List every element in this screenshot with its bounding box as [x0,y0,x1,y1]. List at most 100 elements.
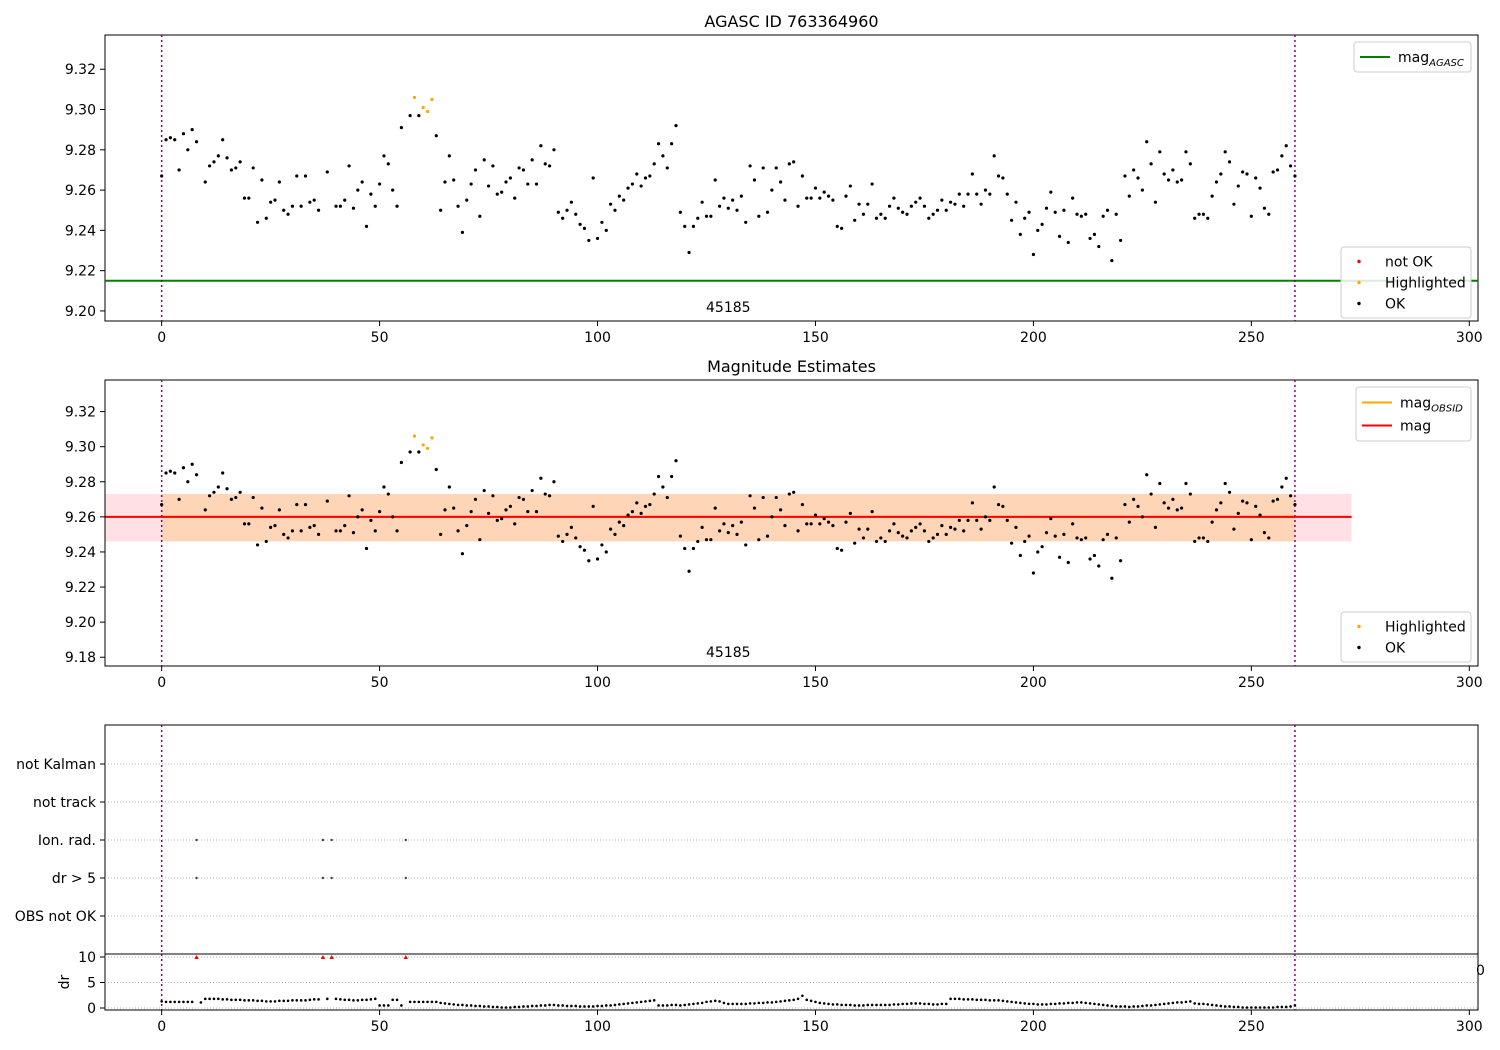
data-point-ok [617,194,621,198]
data-point-ok [469,509,473,514]
dr-point [805,998,809,1002]
data-point-ok [1079,538,1083,542]
panel-dr: 0 5 10 dr 0 50 100 150 200 250 300 0 [57,950,1485,1035]
data-point-ok [1136,176,1140,180]
dr-point [1084,1001,1088,1005]
data-point-ok [691,224,696,228]
data-point-ok [473,168,478,172]
data-point-ok [1031,571,1036,575]
dr-axis-label: dr [57,974,73,989]
dr-point [347,998,351,1002]
data-point-ok [190,462,194,466]
data-point-ok [369,518,373,522]
dr-point [835,1003,839,1006]
data-point-ok [286,536,290,540]
data-point-ok [604,550,608,554]
dr-point [308,998,312,1002]
dr-point [683,1003,687,1007]
data-point-ok [674,459,678,463]
data-point-ok [905,536,909,540]
x-tick-label: 300 [1456,675,1483,691]
data-point-ok [626,513,630,517]
data-point-ok [809,196,813,200]
data-point-ok [360,508,364,512]
data-point-ok [325,170,329,174]
data-point-ok [765,210,770,214]
y-tick-label: 9.32 [65,62,96,78]
dr-point [591,1005,595,1008]
data-point-ok [229,497,234,501]
data-point-ok [1245,172,1249,176]
dr-point [814,1000,817,1004]
dr-point [770,1001,774,1004]
dr-point [944,1002,948,1006]
dr-point [809,999,813,1003]
data-point-ok [1075,536,1079,540]
dr-point [1114,1005,1118,1008]
data-point-ok [1110,576,1114,580]
dr-point [1005,1000,1009,1003]
data-point-ok [561,539,565,544]
data-point-ok [1014,200,1018,204]
data-point-ok [1105,532,1110,537]
dr-point [936,1003,939,1006]
data-point-ok [713,506,717,510]
dr-point [923,1002,926,1006]
data-point-ok [595,557,600,561]
dr-point [286,999,290,1003]
dr-point [1267,1006,1271,1009]
dr-point [452,1003,455,1006]
data-point-ok [1241,170,1245,174]
data-point-ok [1136,504,1140,508]
dr-point [862,1004,865,1007]
data-point-ok [543,162,547,166]
data-point-ok [469,182,473,186]
data-point-ok [931,212,935,216]
data-point-ok [953,527,957,531]
data-point-ok [857,202,861,206]
dr-point [966,998,970,1001]
data-point-ok [948,525,953,529]
dr-point [740,1002,743,1006]
data-point-ok [181,466,186,470]
data-point-ok [508,504,512,508]
data-point-ok [1158,481,1162,486]
x-tick-label: 300 [1456,330,1483,346]
data-point-ok [1140,515,1144,519]
data-point-ok [574,536,578,540]
data-point-ok [717,529,722,533]
data-point-ok [1241,499,1245,503]
dr-point [443,1002,447,1005]
data-point-ok [1254,176,1258,180]
dr-point [1162,1002,1166,1006]
legend-label: not OK [1385,255,1433,271]
data-point-ok [399,460,403,465]
data-point-ok [1062,532,1066,537]
dr-point [509,1006,512,1009]
dr-point [713,999,717,1003]
dr-point [1141,1004,1144,1008]
data-point-ok [940,198,944,202]
dr-point [574,1004,578,1008]
data-point-ok [1188,162,1192,166]
data-point-ok [434,134,438,138]
legend-top [1355,386,1472,442]
flag-category-label: OBS not OK [15,909,97,925]
x-tick-label: 200 [1020,675,1047,691]
data-point-ok [975,518,979,522]
data-point-ok [661,154,665,158]
data-point-ok [582,226,587,230]
data-point-ok [983,515,988,519]
data-point-ok [295,174,299,178]
data-point-ok [1101,538,1105,542]
legend-dot-swatch [1357,624,1361,629]
data-point-ok [1180,506,1184,510]
data-point-ok [866,527,870,531]
data-point-ok [1123,174,1127,178]
dr-point [561,1004,564,1007]
dr-point [387,1004,390,1007]
data-point-ok [1014,525,1018,529]
dr-point [1258,1006,1262,1009]
data-point-ok [909,529,913,533]
data-point-ok [299,204,303,208]
